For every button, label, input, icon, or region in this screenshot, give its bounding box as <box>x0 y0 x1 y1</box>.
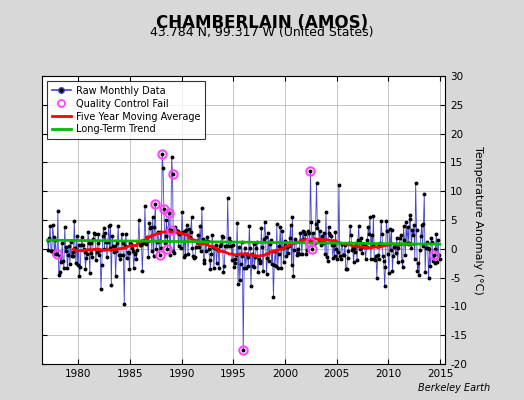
Text: CHAMBERLAIN (AMOS): CHAMBERLAIN (AMOS) <box>156 14 368 32</box>
Text: Berkeley Earth: Berkeley Earth <box>418 383 490 393</box>
Text: 43.784 N, 99.317 W (United States): 43.784 N, 99.317 W (United States) <box>150 26 374 39</box>
Legend: Raw Monthly Data, Quality Control Fail, Five Year Moving Average, Long-Term Tren: Raw Monthly Data, Quality Control Fail, … <box>47 81 205 139</box>
Y-axis label: Temperature Anomaly (°C): Temperature Anomaly (°C) <box>473 146 483 294</box>
